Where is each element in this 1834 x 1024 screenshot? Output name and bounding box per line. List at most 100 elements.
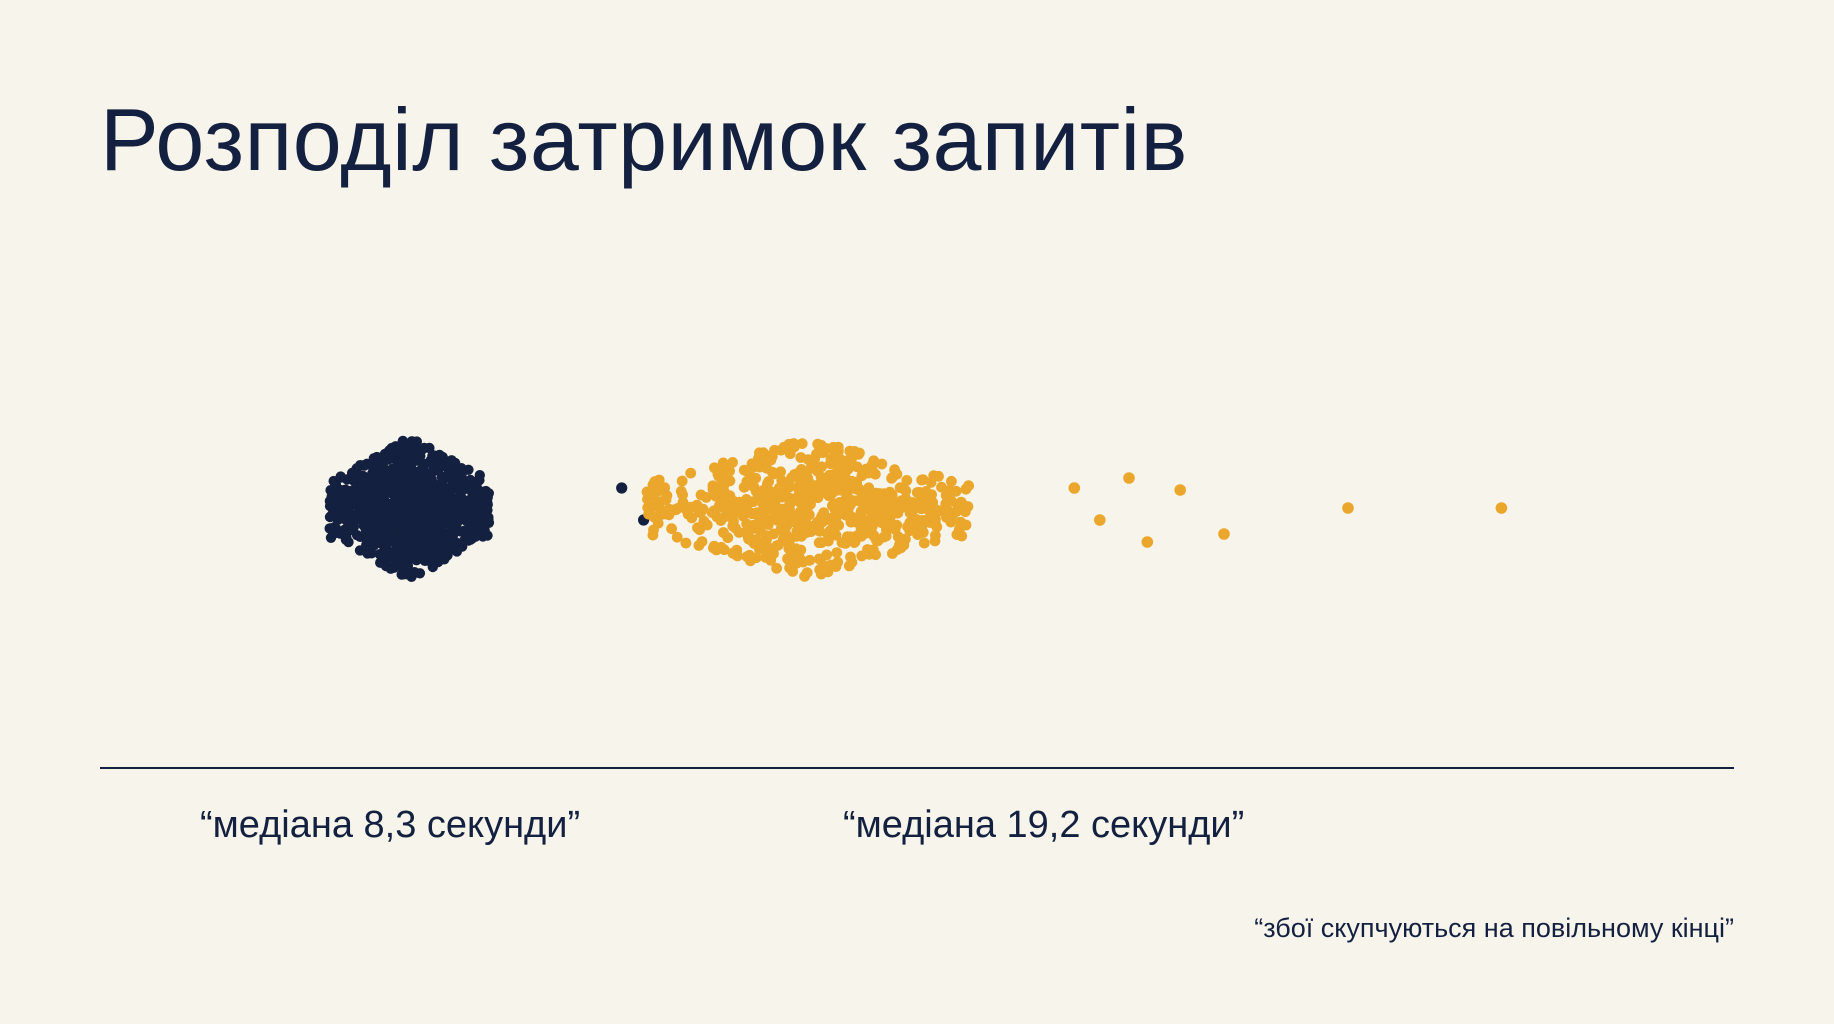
- median-label-slow: “медіана 19,2 секунди”: [843, 804, 1245, 846]
- data-point: [885, 502, 896, 513]
- data-point: [447, 478, 458, 489]
- data-point: [398, 471, 409, 482]
- data-point: [822, 529, 834, 541]
- data-point: [697, 503, 709, 515]
- data-point: [750, 552, 762, 564]
- data-point: [685, 467, 697, 479]
- data-point: [791, 557, 803, 569]
- data-point: [774, 489, 786, 500]
- outlier-point: [1094, 514, 1106, 526]
- outlier-point: [616, 482, 628, 494]
- outlier-point: [1342, 502, 1354, 514]
- data-point: [403, 519, 414, 531]
- data-point: [876, 458, 888, 470]
- data-point: [376, 505, 387, 516]
- data-point: [368, 472, 380, 484]
- data-point: [677, 497, 689, 508]
- data-point: [962, 501, 974, 512]
- data-point: [943, 485, 955, 496]
- data-point: [467, 514, 478, 525]
- data-point: [421, 506, 432, 517]
- data-point: [406, 571, 417, 582]
- data-point: [330, 505, 342, 516]
- data-point: [771, 562, 782, 574]
- data-point: [710, 490, 721, 502]
- data-point: [380, 560, 392, 572]
- data-point: [783, 532, 794, 543]
- data-point: [641, 486, 653, 498]
- data-point: [945, 495, 957, 507]
- data-point: [911, 487, 923, 498]
- data-point: [768, 528, 779, 540]
- data-point: [366, 521, 377, 532]
- data-point: [830, 561, 842, 572]
- data-point: [917, 527, 929, 538]
- data-point: [795, 452, 807, 463]
- data-point: [424, 442, 435, 454]
- data-point: [724, 475, 736, 487]
- data-point: [407, 485, 418, 497]
- data-point: [747, 462, 758, 474]
- data-point: [708, 542, 719, 554]
- data-point: [436, 472, 447, 483]
- data-point: [855, 506, 867, 517]
- data-point: [812, 479, 824, 491]
- data-point: [642, 502, 654, 514]
- data-point: [762, 478, 773, 490]
- data-point: [385, 471, 396, 482]
- outlier-point: [1495, 502, 1508, 514]
- data-point: [857, 521, 868, 533]
- data-point: [917, 474, 929, 485]
- data-point: [474, 500, 485, 511]
- data-point: [826, 487, 838, 499]
- data-point: [788, 516, 800, 528]
- data-point: [795, 544, 807, 556]
- data-point: [869, 531, 880, 543]
- data-point: [367, 506, 379, 518]
- data-point: [398, 446, 410, 458]
- outlier-point: [1068, 482, 1081, 494]
- data-point: [848, 533, 859, 544]
- data-point: [753, 536, 765, 548]
- data-point: [366, 489, 378, 500]
- data-point: [425, 545, 436, 556]
- data-point: [920, 496, 932, 507]
- data-point: [750, 486, 762, 497]
- data-point: [391, 455, 402, 466]
- data-point: [394, 510, 405, 521]
- data-point: [447, 497, 458, 509]
- data-point: [763, 503, 775, 515]
- data-point: [436, 534, 447, 546]
- data-point: [742, 505, 754, 517]
- median-label-fast: “медіана 8,3 секунди”: [200, 804, 581, 846]
- data-point: [449, 457, 461, 469]
- data-point: [351, 530, 363, 541]
- data-point: [730, 549, 742, 560]
- data-point: [739, 481, 751, 493]
- data-point: [339, 524, 351, 535]
- data-point: [433, 498, 444, 509]
- data-point: [434, 449, 445, 461]
- data-point: [667, 504, 679, 516]
- data-point: [368, 529, 379, 541]
- page-title: Розподіл затримок запитів: [100, 90, 1188, 189]
- data-point: [724, 465, 735, 477]
- data-point: [369, 480, 380, 491]
- data-point: [474, 475, 485, 486]
- data-point: [376, 522, 388, 534]
- data-point: [803, 526, 815, 538]
- data-point: [815, 439, 827, 451]
- data-point: [911, 514, 923, 525]
- data-point: [457, 466, 468, 477]
- data-point: [866, 459, 878, 471]
- data-point: [766, 466, 778, 478]
- data-point: [818, 507, 830, 519]
- data-point: [693, 540, 705, 551]
- data-point: [338, 507, 349, 518]
- data-point: [728, 516, 739, 527]
- data-point: [477, 518, 489, 529]
- data-point: [886, 472, 897, 484]
- data-point: [826, 480, 838, 492]
- data-point: [347, 485, 358, 496]
- data-point: [741, 518, 752, 530]
